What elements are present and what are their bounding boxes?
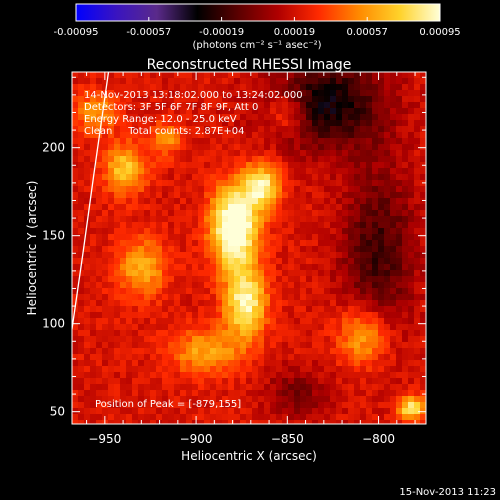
- info-detectors: Detectors: 3F 5F 6F 7F 8F 9F, Att 0: [84, 102, 258, 113]
- y-tick-label: 50: [50, 405, 65, 419]
- colorbar-units: (photons cm⁻² s⁻¹ asec⁻²): [192, 40, 321, 51]
- colorbar-tick-label: 0.00057: [347, 27, 388, 38]
- info-total-counts: Clean Total counts: 2.87E+04: [84, 126, 244, 137]
- x-axis: −950 −900 −850 −800: [86, 72, 416, 446]
- plot-frame: [71, 71, 427, 425]
- x-tick-label: −950: [88, 432, 121, 446]
- x-axis-label: Heliocentric X (arcsec): [181, 449, 317, 463]
- x-tick-label: −900: [180, 432, 213, 446]
- heatmap-image: [72, 72, 426, 424]
- y-tick-label: 100: [42, 317, 65, 331]
- colorbar-tick-label: -0.00019: [199, 27, 244, 38]
- colorbar-tick-label: 0.00095: [419, 27, 460, 38]
- x-tick-label: −850: [271, 432, 304, 446]
- solar-limb-line: [72, 72, 110, 330]
- chart-title: Reconstructed RHESSI Image: [147, 57, 352, 73]
- y-tick-label: 200: [42, 141, 65, 155]
- y-axis-label: Heliocentric Y (arcsec): [25, 181, 39, 316]
- footer-timestamp: 15-Nov-2013 11:23: [399, 487, 496, 498]
- info-energy-range: Energy Range: 12.0 - 25.0 keV: [84, 114, 237, 125]
- colorbar-tick-label: 0.00019: [274, 27, 315, 38]
- y-axis: 50 100 150 200: [42, 76, 426, 419]
- y-tick-label: 150: [42, 229, 65, 243]
- colorbar-gradient: [75, 3, 441, 22]
- colorbar: -0.00095 -0.00057 -0.00019 0.00019 0.00057 0.…: [54, 3, 461, 51]
- info-time-range: 14-Nov-2013 13:18:02.000 to 13:24:02.000: [84, 90, 303, 101]
- colorbar-tick-label: -0.00095: [54, 27, 99, 38]
- colorbar-tick-label: -0.00057: [126, 27, 171, 38]
- x-tick-label: −800: [362, 432, 395, 446]
- peak-position: Position of Peak = [-879,155]: [95, 399, 241, 410]
- observation-info: 14-Nov-2013 13:18:02.000 to 13:24:02.000…: [84, 90, 303, 410]
